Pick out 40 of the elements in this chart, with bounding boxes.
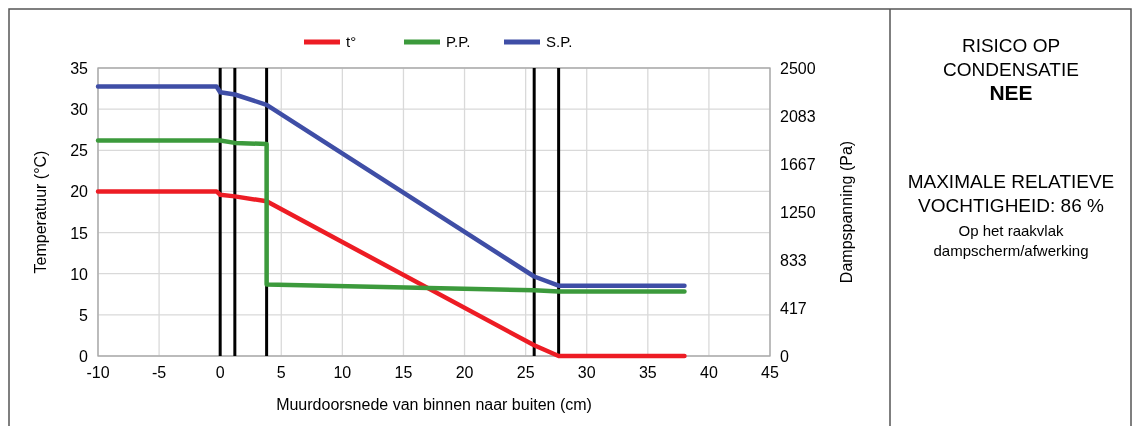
- y2-tick-label: 2083: [780, 108, 816, 126]
- x-tick-label: 40: [700, 364, 718, 381]
- legend-label: t°: [346, 33, 357, 50]
- y-tick-label: 25: [70, 142, 89, 160]
- y2-tick-label: 2500: [780, 60, 816, 77]
- x-tick-label: 10: [333, 364, 352, 381]
- y-tick-label: 30: [70, 101, 89, 119]
- x-tick-label: 35: [638, 364, 657, 381]
- x-tick-label: 45: [761, 364, 779, 381]
- text: RISICO OP CONDENSATIE: [943, 35, 1079, 80]
- line-series: [95, 84, 687, 288]
- text: Op het raakvlak dampscherm/afwerking: [933, 222, 1089, 259]
- y-tick-label: 10: [70, 265, 89, 283]
- x-tick-label: 0: [215, 364, 225, 381]
- y2-tick-label: 833: [780, 252, 807, 270]
- y2-tick-label: 0: [780, 348, 789, 365]
- y-axis-title: Temperatuur (°C): [32, 150, 49, 274]
- x-tick-label: 20: [455, 364, 474, 381]
- y-tick-label: 20: [70, 183, 89, 201]
- y2-tick-label: 417: [780, 299, 807, 317]
- y-tick-label: 5: [79, 306, 89, 324]
- y2-tick-label: 1667: [780, 155, 816, 173]
- x-tick-label: 25: [516, 364, 535, 381]
- y-tick-label: 35: [70, 60, 89, 77]
- y2-axis-title: Dampspanning (Pa): [838, 140, 855, 284]
- line-series: [95, 189, 687, 359]
- legend-label: S.P.: [546, 33, 573, 50]
- y-tick-label: 0: [79, 348, 89, 365]
- legend-label: P.P.: [446, 33, 471, 50]
- x-axis-title: Muurdoorsnede van binnen naar buiten (cm): [276, 396, 592, 413]
- line-series: [95, 138, 687, 294]
- y2-tick-label: 1250: [780, 204, 816, 221]
- x-tick-label: -10: [86, 364, 110, 381]
- x-tick-label: -5: [151, 364, 167, 381]
- x-tick-label: 5: [276, 364, 286, 381]
- text: MAXIMALE RELATIEVE VOCHTIGHEID: 86 %: [907, 171, 1115, 216]
- y-tick-label: 15: [70, 224, 89, 242]
- x-tick-label: 15: [394, 364, 413, 381]
- x-tick-label: 30: [577, 364, 596, 381]
- text: NEE: [989, 81, 1033, 104]
